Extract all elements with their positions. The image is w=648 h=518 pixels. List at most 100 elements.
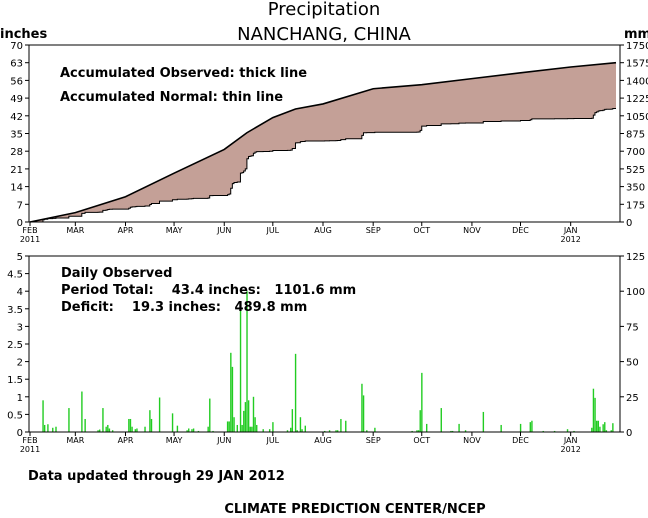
daily-bar — [128, 418, 130, 432]
daily-bar — [594, 397, 596, 432]
daily-bar — [362, 395, 365, 432]
bottom-left-tick-label: 3 — [17, 322, 23, 333]
daily-bar — [262, 429, 264, 432]
daily-bar — [191, 429, 193, 432]
daily-bar — [226, 421, 229, 432]
daily-bar — [129, 418, 132, 432]
daily-bar — [244, 402, 247, 432]
daily-bar — [243, 410, 245, 432]
daily-bar — [482, 411, 485, 432]
normal-line — [29, 61, 617, 223]
bottom-x-tick-label: APR — [118, 436, 134, 445]
daily-bar — [252, 396, 255, 432]
top-x-tick-label: DEC — [512, 226, 529, 235]
daily-bar — [241, 424, 243, 432]
daily-bar — [99, 429, 101, 432]
daily-bar — [102, 408, 104, 432]
daily-bar — [43, 424, 46, 432]
daily-bar — [186, 430, 188, 432]
daily-bar — [236, 424, 239, 432]
period-total: Period Total: 43.4 inches: 1101.6 mm — [61, 283, 356, 298]
daily-bar — [254, 417, 256, 432]
top-left-tick-label: 70 — [10, 41, 23, 52]
bottom-left-tick-label: 5 — [17, 252, 23, 263]
daily-bar — [610, 430, 612, 432]
daily-bar — [440, 408, 442, 432]
bottom-x-tick-label: JAN — [563, 436, 578, 445]
daily-bar — [417, 430, 420, 432]
daily-bar — [212, 430, 214, 432]
daily-bar — [84, 418, 86, 432]
observed-line — [30, 107, 616, 223]
bottom-x-tick-label: DEC — [512, 436, 529, 445]
daily-bar — [296, 430, 298, 432]
top-x-tick-label: APR — [118, 226, 134, 235]
bottom-x-tick-label: OCT — [413, 436, 430, 445]
legend-normal: Accumulated Normal: thin line — [60, 90, 283, 105]
credit: CLIMATE PREDICTION CENTER/NCEP — [224, 502, 485, 517]
daily-bar — [239, 307, 242, 432]
top-x-tick-label: MAR — [66, 226, 84, 235]
daily-bar — [304, 425, 306, 432]
daily-bar — [450, 430, 452, 432]
daily-bar — [144, 426, 146, 432]
daily-bar — [612, 423, 614, 432]
daily-bar — [324, 430, 326, 432]
daily-bar — [233, 417, 235, 432]
daily-bar — [336, 430, 339, 432]
daily-bar — [231, 366, 234, 432]
daily-bar — [464, 430, 467, 432]
daily-bar — [605, 430, 608, 432]
bottom-left-tick-label: 1.5 — [7, 375, 23, 386]
top-left-tick-label: 49 — [10, 94, 23, 105]
daily-bar — [374, 427, 376, 432]
daily-bar — [81, 391, 83, 432]
top-x-tick-label: JAN — [563, 226, 578, 235]
bottom-x-tick-label: JUL — [265, 436, 279, 445]
daily-bar — [188, 428, 190, 432]
daily-bar — [531, 420, 533, 432]
daily-bar — [52, 427, 54, 432]
top-right-tick-label: 700 — [626, 147, 645, 158]
top-left-tick-label: 56 — [10, 76, 23, 87]
daily-bar — [197, 430, 200, 432]
daily-panel: 00.511.522.533.544.550255075100125FEB201… — [7, 252, 645, 454]
daily-bar — [599, 426, 601, 432]
left-axis-unit: inches — [0, 27, 47, 42]
daily-bar — [294, 353, 297, 432]
daily-bar — [290, 427, 292, 432]
right-axis-unit: mm — [624, 27, 648, 42]
top-x-year-label: 2011 — [20, 235, 40, 244]
bottom-right-tick-label: 100 — [626, 287, 645, 298]
bottom-x-tick-label: AUG — [314, 436, 332, 445]
daily-bar — [68, 408, 70, 432]
daily-bar — [107, 424, 109, 432]
top-right-tick-label: 1225 — [626, 94, 648, 105]
top-x-tick-label: OCT — [413, 226, 430, 235]
top-x-tick-label: MAY — [166, 226, 183, 235]
daily-bar — [291, 409, 294, 432]
daily-bar — [158, 397, 161, 432]
daily-bar — [42, 400, 44, 432]
daily-bar — [97, 430, 99, 432]
top-right-tick-label: 1575 — [626, 59, 648, 70]
daily-bar — [286, 430, 289, 432]
daily-bar — [272, 422, 274, 432]
daily-bar — [426, 423, 428, 432]
daily-bar — [192, 428, 195, 432]
daily-bar — [458, 423, 460, 432]
daily-bar — [299, 417, 302, 432]
daily-bar — [47, 424, 49, 432]
top-left-tick-label: 35 — [10, 130, 23, 141]
chart-title: Precipitation — [268, 0, 381, 20]
bottom-right-tick-label: 25 — [626, 393, 639, 404]
top-left-tick-label: 63 — [10, 59, 23, 70]
top-x-tick-label: AUG — [314, 226, 332, 235]
top-x-tick-label: FEB — [22, 226, 37, 235]
daily-bar — [566, 429, 569, 432]
top-left-tick-label: 7 — [17, 200, 23, 211]
top-right-tick-label: 1400 — [626, 76, 648, 87]
bottom-x-year-label: 2012 — [560, 445, 580, 454]
daily-bar — [591, 427, 593, 432]
daily-bar — [553, 430, 556, 432]
